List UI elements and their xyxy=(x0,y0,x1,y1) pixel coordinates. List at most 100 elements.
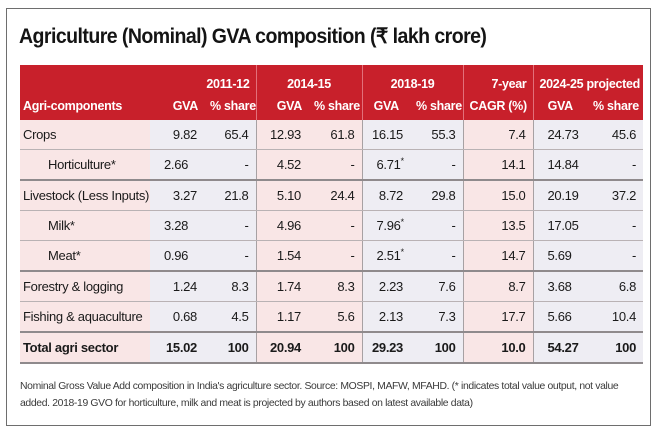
asterisk-mark: * xyxy=(400,156,405,166)
cell-gva-2011-12: 1.24 xyxy=(150,271,204,302)
cell-share-2018-19: 7.6 xyxy=(410,271,463,302)
header-blank xyxy=(20,65,150,92)
cell-gva-2014-15: 4.52 xyxy=(255,149,308,181)
cell-gva-2011-12: 15.02 xyxy=(150,332,204,364)
row-label: Crops xyxy=(20,120,150,150)
cell-cagr: 14.7 xyxy=(462,240,533,272)
cell-share-2018-19: 29.8 xyxy=(410,180,463,211)
cell-gva-2024-25: 24.73 xyxy=(532,120,587,150)
cell-share-2024-25: 10.4 xyxy=(587,301,644,333)
row-label: Forestry & logging xyxy=(20,271,150,302)
cell-cagr: 17.7 xyxy=(462,301,533,333)
cell-gva-2014-15: 5.10 xyxy=(255,180,308,211)
header-share-2024-25: % share xyxy=(587,92,644,120)
cell-gva-2014-15: 12.93 xyxy=(255,120,308,150)
cell-gva-2024-25: 5.69 xyxy=(532,240,587,272)
header-gva-2014-15: GVA xyxy=(255,92,308,120)
header-share-2018-19: % share xyxy=(410,92,463,120)
cell-gva-2011-12: 0.96 xyxy=(150,240,204,272)
cell-share-2011-12: - xyxy=(204,210,256,241)
header-agri-components: Agri-components xyxy=(20,92,150,120)
table-row-total: Total agri sector 15.02 100 20.94 100 29… xyxy=(20,332,644,364)
cell-gva-2011-12: 3.27 xyxy=(150,180,204,211)
cell-gva-2018-19: 16.15 xyxy=(361,120,410,150)
cell-cagr: 7.4 xyxy=(462,120,533,150)
header-share-2011-12: % share xyxy=(204,92,256,120)
figure-title: Agriculture (Nominal) GVA composition (₹… xyxy=(19,25,487,48)
cell-cagr: 10.0 xyxy=(462,332,533,364)
table-row: Crops 9.82 65.4 12.93 61.8 16.15 55.3 7.… xyxy=(20,120,644,150)
cell-share-2018-19: - xyxy=(410,149,463,181)
header-cagr-line2: CAGR (%) xyxy=(462,92,533,120)
cell-share-2018-19: - xyxy=(410,240,463,272)
cell-share-2024-25: - xyxy=(587,149,644,181)
cell-cagr: 14.1 xyxy=(462,149,533,181)
cell-share-2011-12: 65.4 xyxy=(204,120,256,150)
cell-cagr: 15.0 xyxy=(462,180,533,211)
cell-gva-2018-19: 6.71* xyxy=(361,149,410,181)
table-body: Crops 9.82 65.4 12.93 61.8 16.15 55.3 7.… xyxy=(20,120,644,364)
cell-share-2024-25: - xyxy=(587,240,644,272)
cell-value: 2.51 xyxy=(376,248,401,263)
cell-share-2014-15: 24.4 xyxy=(308,180,362,211)
cell-gva-2024-25: 3.68 xyxy=(532,271,587,302)
footnote: Nominal Gross Value Add composition in I… xyxy=(20,381,619,409)
cell-share-2011-12: - xyxy=(204,149,256,181)
cell-gva-2018-19: 2.51* xyxy=(361,240,410,272)
cell-gva-2011-12: 2.66 xyxy=(150,149,204,181)
cell-share-2011-12: - xyxy=(204,240,256,272)
cell-share-2011-12: 4.5 xyxy=(204,301,256,333)
cell-value: 7.96 xyxy=(376,218,401,233)
header-share-2014-15: % share xyxy=(308,92,362,120)
cell-share-2018-19: 55.3 xyxy=(410,120,463,150)
cell-share-2014-15: 5.6 xyxy=(308,301,362,333)
cell-share-2014-15: 61.8 xyxy=(308,120,362,150)
cell-share-2014-15: 8.3 xyxy=(308,271,362,302)
row-label: Horticulture* xyxy=(20,149,150,181)
header-period-2018-19: 2018-19 xyxy=(361,65,463,92)
header-gva-2018-19: GVA xyxy=(361,92,410,120)
table-header: 2011-12 2014-15 2018-19 7-year 2024-25 p… xyxy=(20,65,644,120)
cell-gva-2014-15: 1.54 xyxy=(255,240,308,272)
cell-share-2018-19: - xyxy=(410,210,463,241)
asterisk-mark: * xyxy=(400,247,405,257)
cell-gva-2024-25: 17.05 xyxy=(532,210,587,241)
cell-share-2011-12: 21.8 xyxy=(204,180,256,211)
cell-share-2024-25: - xyxy=(587,210,644,241)
asterisk-mark: * xyxy=(400,217,405,227)
header-gva-2024-25: GVA xyxy=(532,92,587,120)
table-row: Meat* 0.96 - 1.54 - 2.51* - 14.7 5.69 - xyxy=(20,240,644,272)
table-row: Horticulture* 2.66 - 4.52 - 6.71* - 14.1… xyxy=(20,149,644,181)
cell-share-2024-25: 100 xyxy=(587,332,644,364)
cell-share-2014-15: 100 xyxy=(308,332,362,364)
cell-share-2014-15: - xyxy=(308,210,362,241)
cell-gva-2018-19: 29.23 xyxy=(361,332,410,364)
cell-cagr: 13.5 xyxy=(462,210,533,241)
cell-cagr: 8.7 xyxy=(462,271,533,302)
cell-gva-2018-19: 8.72 xyxy=(361,180,410,211)
cell-share-2014-15: - xyxy=(308,149,362,181)
cell-gva-2018-19: 2.23 xyxy=(361,271,410,302)
cell-share-2011-12: 8.3 xyxy=(204,271,256,302)
row-label: Fishing & aquaculture xyxy=(20,301,150,333)
cell-gva-2024-25: 54.27 xyxy=(532,332,587,364)
row-label: Milk* xyxy=(20,210,150,241)
header-gva-2011-12: GVA xyxy=(150,92,204,120)
cell-gva-2014-15: 4.96 xyxy=(255,210,308,241)
cell-gva-2018-19: 2.13 xyxy=(361,301,410,333)
cell-gva-2024-25: 20.19 xyxy=(532,180,587,211)
cell-gva-2018-19: 7.96* xyxy=(361,210,410,241)
table-row: Forestry & logging 1.24 8.3 1.74 8.3 2.2… xyxy=(20,271,644,302)
cell-value: 6.71 xyxy=(376,157,401,172)
cell-share-2018-19: 7.3 xyxy=(410,301,463,333)
cell-share-2024-25: 37.2 xyxy=(587,180,644,211)
cell-gva-2024-25: 14.84 xyxy=(532,149,587,181)
table-row: Milk* 3.28 - 4.96 - 7.96* - 13.5 17.05 - xyxy=(20,210,644,241)
row-label: Meat* xyxy=(20,240,150,272)
cell-share-2014-15: - xyxy=(308,240,362,272)
header-period-2024-25: 2024-25 projected xyxy=(532,65,644,92)
cell-gva-2011-12: 0.68 xyxy=(150,301,204,333)
table-row: Livestock (Less Inputs) 3.27 21.8 5.10 2… xyxy=(20,180,644,211)
cell-share-2024-25: 45.6 xyxy=(587,120,644,150)
cell-gva-2014-15: 20.94 xyxy=(255,332,308,364)
